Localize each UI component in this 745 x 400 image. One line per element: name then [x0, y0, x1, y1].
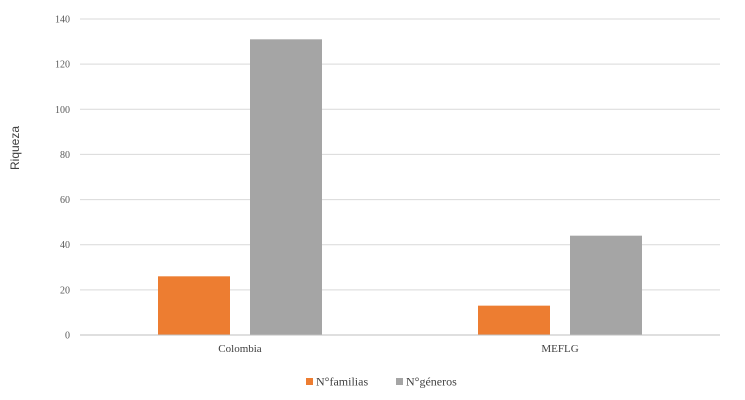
legend-swatch	[306, 378, 313, 385]
legend: N°familias N°géneros	[306, 375, 457, 389]
y-tick-label: 20	[60, 285, 70, 296]
y-tick-label: 100	[55, 105, 70, 116]
y-axis-ticks: 0 20 40 60 80 100 120 140	[55, 15, 70, 342]
gridlines	[80, 18, 720, 291]
y-tick-label: 0	[65, 331, 70, 342]
bar-n-familias-colombia	[158, 276, 230, 335]
x-category-label: Colombia	[218, 343, 262, 355]
x-axis-categories: Colombia MEFLG	[218, 343, 578, 355]
y-tick-label: 120	[55, 60, 70, 71]
y-axis-label: Riqueza	[8, 126, 22, 170]
y-tick-label: 140	[55, 15, 70, 26]
y-tick-label: 60	[60, 195, 70, 206]
bars	[158, 39, 642, 336]
bar-n-g-neros-meflg	[570, 235, 642, 335]
legend-label: N°familias	[316, 375, 368, 389]
bar-n-g-neros-colombia	[250, 39, 322, 336]
bar-n-familias-meflg	[478, 305, 550, 335]
x-category-label: MEFLG	[541, 343, 578, 355]
legend-swatch	[396, 378, 403, 385]
y-tick-label: 40	[60, 240, 70, 251]
y-tick-label: 80	[60, 150, 70, 161]
legend-label: N°géneros	[406, 375, 457, 389]
